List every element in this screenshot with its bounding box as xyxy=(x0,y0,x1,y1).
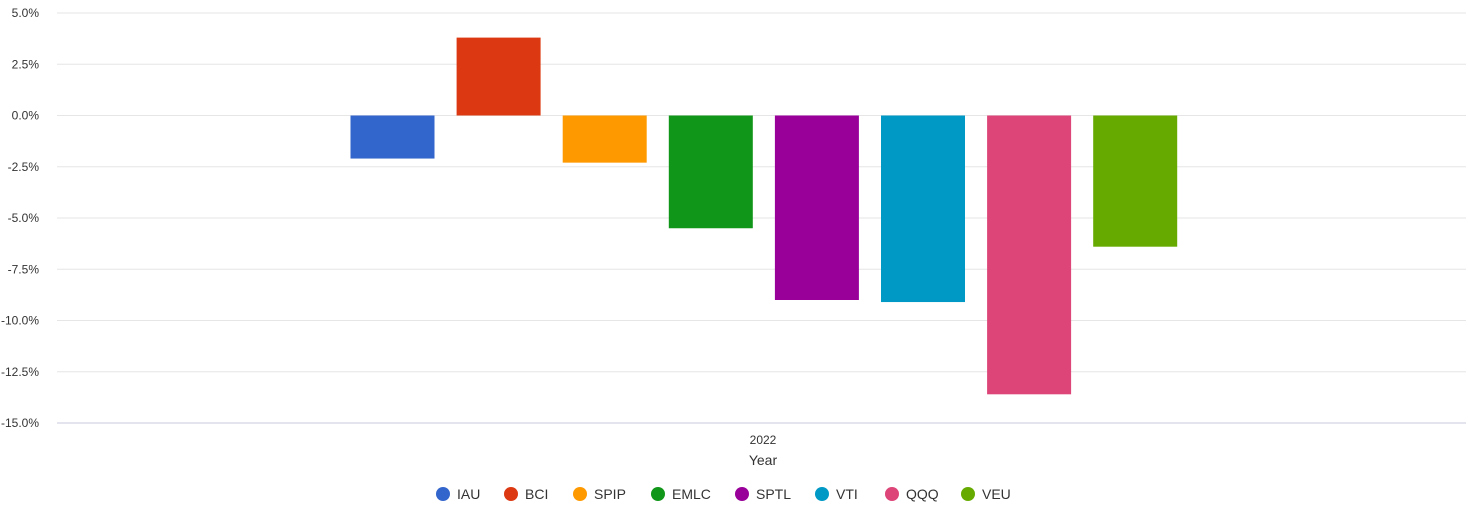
legend-item[interactable]: SPTL xyxy=(735,486,791,502)
bar-bci[interactable] xyxy=(456,37,541,116)
bar-vti[interactable] xyxy=(881,115,965,303)
bar-sptl[interactable] xyxy=(774,115,859,301)
y-tick-label: 5.0% xyxy=(12,6,40,20)
legend-marker xyxy=(651,487,665,501)
legend-marker xyxy=(885,487,899,501)
legend-item[interactable]: SPIP xyxy=(573,486,626,502)
x-axis: 2022 Year xyxy=(749,433,778,468)
legend-item[interactable]: EMLC xyxy=(651,486,711,502)
y-axis-ticks: 5.0% 2.5% 0.0% -2.5% -5.0% -7.5% -10.0% -12.5% -… xyxy=(1,6,39,430)
legend-item[interactable]: BCI xyxy=(504,486,548,502)
x-axis-title: Year xyxy=(749,452,778,468)
y-tick-label: 0.0% xyxy=(12,109,40,123)
bars xyxy=(350,37,1178,395)
bar-qqq[interactable] xyxy=(987,115,1072,395)
y-tick-label: -2.5% xyxy=(8,160,40,174)
legend-marker xyxy=(436,487,450,501)
legend: IAU BCI SPIP EMLC SPTL VTI QQQ VEU xyxy=(436,486,1011,502)
legend-marker xyxy=(735,487,749,501)
bar-veu[interactable] xyxy=(1093,115,1178,247)
legend-marker xyxy=(961,487,975,501)
legend-item[interactable]: QQQ xyxy=(885,486,939,502)
legend-item[interactable]: VEU xyxy=(961,486,1011,502)
bar-iau[interactable] xyxy=(350,115,435,159)
legend-marker xyxy=(504,487,518,501)
y-tick-label: -5.0% xyxy=(8,211,40,225)
legend-marker xyxy=(573,487,587,501)
bar-emlc[interactable] xyxy=(668,115,753,229)
legend-label: QQQ xyxy=(906,486,939,502)
y-tick-label: 2.5% xyxy=(12,57,40,71)
legend-item[interactable]: VTI xyxy=(815,486,858,502)
y-tick-label: -15.0% xyxy=(1,416,39,430)
legend-label: VTI xyxy=(836,486,858,502)
grid-lines xyxy=(57,12,1466,424)
legend-label: VEU xyxy=(982,486,1011,502)
legend-label: SPTL xyxy=(756,486,791,502)
legend-item[interactable]: IAU xyxy=(436,486,480,502)
bar-spip[interactable] xyxy=(562,115,647,163)
x-tick-label: 2022 xyxy=(750,433,777,447)
legend-label: EMLC xyxy=(672,486,711,502)
legend-label: BCI xyxy=(525,486,548,502)
legend-marker xyxy=(815,487,829,501)
y-tick-label: -7.5% xyxy=(8,262,40,276)
y-tick-label: -10.0% xyxy=(1,314,39,328)
y-tick-label: -12.5% xyxy=(1,365,39,379)
legend-label: IAU xyxy=(457,486,480,502)
legend-label: SPIP xyxy=(594,486,626,502)
